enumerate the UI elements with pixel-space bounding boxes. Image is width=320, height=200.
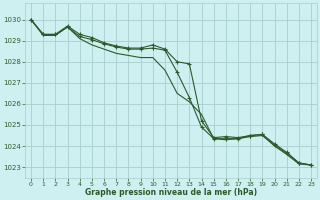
X-axis label: Graphe pression niveau de la mer (hPa): Graphe pression niveau de la mer (hPa) [85, 188, 257, 197]
